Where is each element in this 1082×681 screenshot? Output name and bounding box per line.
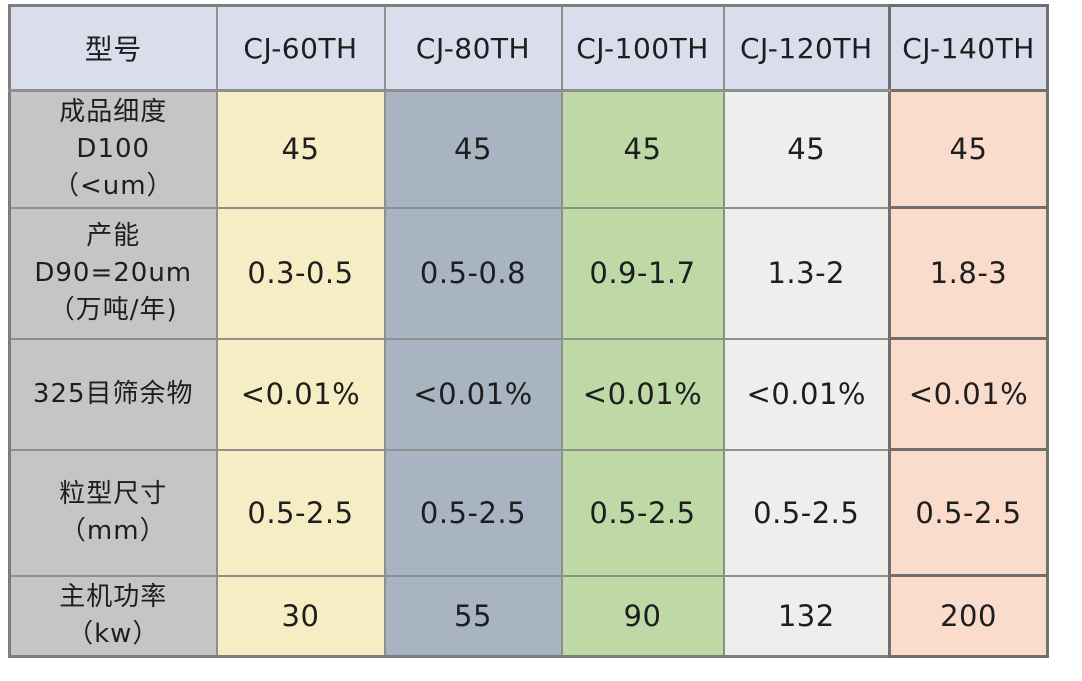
cell-residue-cj120: <0.01% — [722, 337, 891, 451]
row-label-line: （mm） — [59, 515, 167, 546]
column-header-cj60: CJ-60TH — [215, 4, 386, 92]
row-label-residue: 325目筛余物 — [8, 337, 218, 451]
cell-fineness-cj140: 45 — [888, 88, 1049, 210]
row-label-line: （kw） — [67, 618, 160, 649]
row-label-capacity: 产能 D90=20um （万吨/年) — [8, 206, 218, 340]
row-label-line: 粒型尺寸 — [59, 478, 168, 509]
cell-particle-size-cj120: 0.5-2.5 — [722, 448, 891, 577]
cell-residue-cj60: <0.01% — [215, 337, 386, 451]
table-row-residue: 325目筛余物 <0.01% <0.01% <0.01% <0.01% <0.0… — [8, 337, 1049, 452]
cell-motor-power-cj100: 90 — [560, 574, 725, 658]
table-row-motor-power: 主机功率 （kw） 30 55 90 132 200 — [8, 574, 1049, 658]
table-row-fineness: 成品细度 D100 （<um） 45 45 45 45 45 — [8, 88, 1049, 210]
cell-particle-size-cj140: 0.5-2.5 — [888, 448, 1049, 578]
row-label-line: 成品细度 — [59, 97, 168, 127]
table-row-capacity: 产能 D90=20um （万吨/年) 0.3-0.5 0.5-0.8 0.9-1… — [8, 206, 1049, 341]
cell-particle-size-cj100: 0.5-2.5 — [560, 448, 725, 577]
cell-fineness-cj120: 45 — [722, 89, 891, 209]
cell-residue-cj100: <0.01% — [560, 337, 725, 451]
row-label-line: 产能 — [86, 220, 141, 251]
cell-particle-size-cj80: 0.5-2.5 — [383, 448, 563, 577]
cell-capacity-cj60: 0.3-0.5 — [215, 206, 386, 340]
row-label-fineness: 成品细度 D100 （<um） — [8, 89, 218, 209]
cell-capacity-cj100: 0.9-1.7 — [560, 206, 725, 340]
cell-residue-cj140: <0.01% — [888, 337, 1049, 452]
product-spec-table: 型号 CJ-60TH CJ-80TH CJ-100TH CJ-120TH CJ-… — [8, 4, 1049, 658]
row-label-motor-power: 主机功率 （kw） — [8, 574, 218, 658]
cell-fineness-cj60: 45 — [215, 89, 386, 209]
cell-motor-power-cj140: 200 — [888, 574, 1049, 658]
column-header-cj100: CJ-100TH — [560, 4, 725, 92]
cell-fineness-cj80: 45 — [383, 89, 563, 209]
row-label-line: 主机功率 — [59, 581, 168, 612]
cell-fineness-cj100: 45 — [560, 89, 725, 209]
row-label-line: （万吨/年) — [48, 294, 178, 325]
row-label-line: D100 — [76, 133, 151, 164]
cell-residue-cj80: <0.01% — [383, 337, 563, 451]
column-header-cj80: CJ-80TH — [383, 4, 563, 92]
cell-particle-size-cj60: 0.5-2.5 — [215, 448, 386, 577]
row-label-line: （<um） — [52, 170, 174, 201]
cell-capacity-cj140: 1.8-3 — [888, 206, 1049, 341]
row-label-line: 325目筛余物 — [32, 378, 194, 409]
cell-capacity-cj120: 1.3-2 — [722, 206, 891, 340]
header-row: 型号 CJ-60TH CJ-80TH CJ-100TH CJ-120TH CJ-… — [8, 4, 1049, 92]
row-label-particle-size: 粒型尺寸 （mm） — [8, 448, 218, 577]
row-label-line: D90=20um — [34, 257, 193, 288]
cell-motor-power-cj80: 55 — [383, 574, 563, 658]
cell-motor-power-cj120: 132 — [722, 574, 891, 658]
cell-capacity-cj80: 0.5-0.8 — [383, 206, 563, 340]
column-header-cj120: CJ-120TH — [722, 4, 891, 92]
column-header-model: 型号 — [8, 4, 218, 92]
cell-motor-power-cj60: 30 — [215, 574, 386, 658]
column-header-cj140: CJ-140TH — [888, 4, 1049, 92]
table-row-particle-size: 粒型尺寸 （mm） 0.5-2.5 0.5-2.5 0.5-2.5 0.5-2.… — [8, 448, 1049, 578]
